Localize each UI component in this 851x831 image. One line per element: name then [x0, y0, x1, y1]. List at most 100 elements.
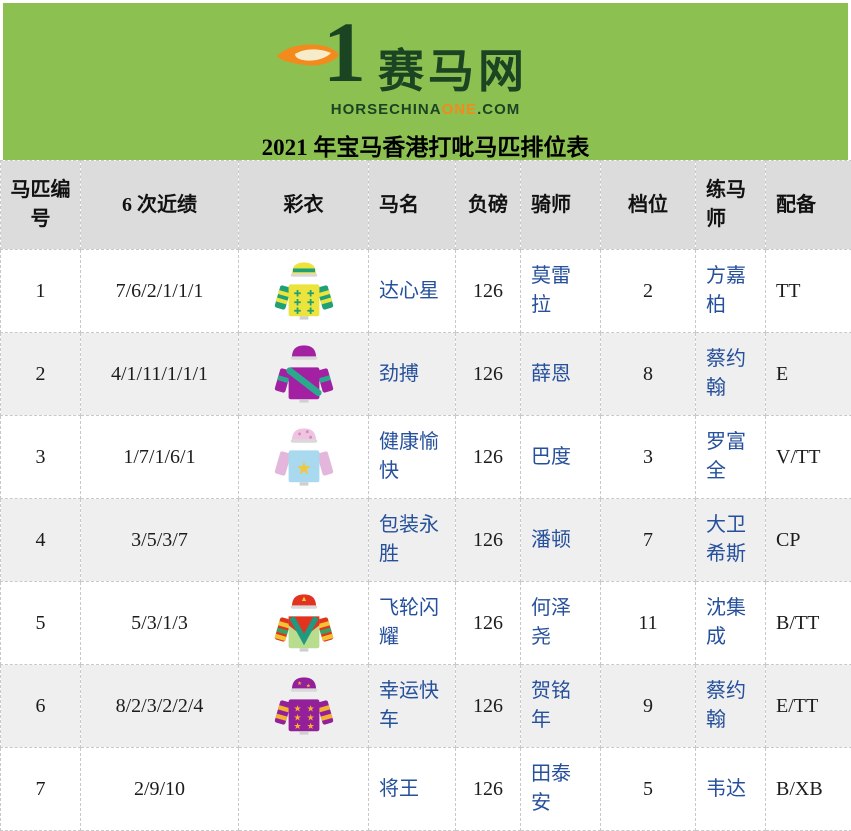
- weight: 126: [456, 748, 521, 831]
- horse-number: 5: [1, 582, 81, 665]
- recent-form: 1/7/1/6/1: [81, 416, 239, 499]
- trainer-link[interactable]: 方嘉柏: [696, 250, 766, 333]
- weight: 126: [456, 665, 521, 748]
- gear: B/XB: [766, 748, 851, 831]
- col-header-weight: 负磅: [456, 161, 521, 250]
- svg-text:★: ★: [293, 721, 301, 731]
- jockey-link[interactable]: 巴度: [521, 416, 601, 499]
- draw: 7: [601, 499, 696, 582]
- gear: B/TT: [766, 582, 851, 665]
- silks-cell: [239, 333, 369, 416]
- logo-domain-suffix: .COM: [477, 101, 520, 118]
- logo-domain-text: HORSECHINAONE.COM: [323, 101, 528, 118]
- horse-number: 3: [1, 416, 81, 499]
- jockey-link[interactable]: 莫雷拉: [521, 250, 601, 333]
- col-header-horse-name: 马名: [369, 161, 456, 250]
- logo-domain-highlight: ONE: [442, 101, 478, 118]
- silks-cell: ★: [239, 416, 369, 499]
- logo-brand-text: 赛马网: [378, 35, 528, 101]
- table-row: 7 2/9/10 将王 126 田泰安 5 韦达 B/XB: [1, 748, 851, 831]
- svg-text:★: ★: [305, 682, 310, 689]
- jockey-silks-icon: ★: [270, 424, 338, 490]
- jockey-silks-icon: ✚ ✚ ✚ ✚ ✚ ✚: [270, 258, 338, 324]
- recent-form: 5/3/1/3: [81, 582, 239, 665]
- col-header-horse-number: 马匹编号: [1, 161, 81, 250]
- weight: 126: [456, 416, 521, 499]
- draw: 2: [601, 250, 696, 333]
- col-header-jockey: 骑师: [521, 161, 601, 250]
- horse-number: 6: [1, 665, 81, 748]
- weight: 126: [456, 499, 521, 582]
- weight: 126: [456, 333, 521, 416]
- site-logo[interactable]: 1 赛马网 HORSECHINAONE.COM: [323, 13, 528, 118]
- col-header-trainer: 练马师: [696, 161, 766, 250]
- trainer-link[interactable]: 大卫希斯: [696, 499, 766, 582]
- weight: 126: [456, 582, 521, 665]
- trainer-link[interactable]: 罗富全: [696, 416, 766, 499]
- jockey-silks-icon: [270, 590, 338, 656]
- gear: TT: [766, 250, 851, 333]
- gear: E/TT: [766, 665, 851, 748]
- gear: V/TT: [766, 416, 851, 499]
- jockey-link[interactable]: 何泽尧: [521, 582, 601, 665]
- svg-text:✚: ✚: [293, 306, 301, 316]
- trainer-link[interactable]: 蔡约翰: [696, 665, 766, 748]
- page-title: 2021 年宝马香港打吡马匹排位表: [3, 128, 848, 162]
- draw: 11: [601, 582, 696, 665]
- silks-cell: ★ ★ ★ ★ ★ ★ ★ ★: [239, 665, 369, 748]
- silks-cell: [239, 582, 369, 665]
- col-header-draw: 档位: [601, 161, 696, 250]
- horse-name-link[interactable]: 将王: [369, 748, 456, 831]
- weight: 126: [456, 250, 521, 333]
- draw: 5: [601, 748, 696, 831]
- horse-name-link[interactable]: 飞轮闪耀: [369, 582, 456, 665]
- horse-number: 4: [1, 499, 81, 582]
- jockey-silks-icon: [270, 341, 338, 407]
- col-header-silks: 彩衣: [239, 161, 369, 250]
- header-row: 马匹编号 6 次近绩 彩衣 马名 负磅 骑师 档位 练马师 配备: [1, 161, 851, 250]
- silks-cell: ✚ ✚ ✚ ✚ ✚ ✚: [239, 250, 369, 333]
- jockey-link[interactable]: 潘顿: [521, 499, 601, 582]
- jockey-link[interactable]: 贺铭年: [521, 665, 601, 748]
- draw: 3: [601, 416, 696, 499]
- recent-form: 2/9/10: [81, 748, 239, 831]
- jockey-link[interactable]: 田泰安: [521, 748, 601, 831]
- logo-domain-prefix: HORSECHINA: [331, 101, 442, 118]
- recent-form: 3/5/3/7: [81, 499, 239, 582]
- horse-ranking-table: 马匹编号 6 次近绩 彩衣 马名 负磅 骑师 档位 练马师 配备 1 7/6/2…: [0, 160, 851, 831]
- jockey-silks-icon: ★ ★ ★ ★ ★ ★ ★ ★: [270, 673, 338, 739]
- trainer-link[interactable]: 蔡约翰: [696, 333, 766, 416]
- horse-name-link[interactable]: 健康愉快: [369, 416, 456, 499]
- silks-cell-empty: [239, 748, 369, 831]
- table-row: 1 7/6/2/1/1/1 ✚: [1, 250, 851, 333]
- logo-numeral-one: 1: [323, 4, 366, 100]
- svg-text:★: ★: [306, 721, 314, 731]
- draw: 9: [601, 665, 696, 748]
- trainer-link[interactable]: 沈集成: [696, 582, 766, 665]
- table-row: 6 8/2/3/2/2/4 ★ ★: [1, 665, 851, 748]
- gear: CP: [766, 499, 851, 582]
- recent-form: 4/1/11/1/1/1: [81, 333, 239, 416]
- table-row: 5 5/3/1/3: [1, 582, 851, 665]
- table-row: 3 1/7/1/6/1 ★: [1, 416, 851, 499]
- horse-number: 2: [1, 333, 81, 416]
- svg-text:★: ★: [295, 459, 312, 480]
- jockey-link[interactable]: 薛恩: [521, 333, 601, 416]
- masthead: 1 赛马网 HORSECHINAONE.COM 2021 年宝马香港打吡马匹排位…: [0, 0, 851, 160]
- trainer-link[interactable]: 韦达: [696, 748, 766, 831]
- recent-form: 7/6/2/1/1/1: [81, 250, 239, 333]
- col-header-gear: 配备: [766, 161, 851, 250]
- draw: 8: [601, 333, 696, 416]
- horse-name-link[interactable]: 达心星: [369, 250, 456, 333]
- recent-form: 8/2/3/2/2/4: [81, 665, 239, 748]
- horse-number: 1: [1, 250, 81, 333]
- svg-text:★: ★: [297, 680, 302, 687]
- gear: E: [766, 333, 851, 416]
- horse-name-link[interactable]: 幸运快车: [369, 665, 456, 748]
- table-row: 4 3/5/3/7 包装永胜 126 潘顿 7 大卫希斯 CP: [1, 499, 851, 582]
- table-row: 2 4/1/11/1/1/1: [1, 333, 851, 416]
- silks-cell-empty: [239, 499, 369, 582]
- horse-name-link[interactable]: 劲搏: [369, 333, 456, 416]
- svg-text:✚: ✚: [306, 306, 314, 316]
- horse-name-link[interactable]: 包装永胜: [369, 499, 456, 582]
